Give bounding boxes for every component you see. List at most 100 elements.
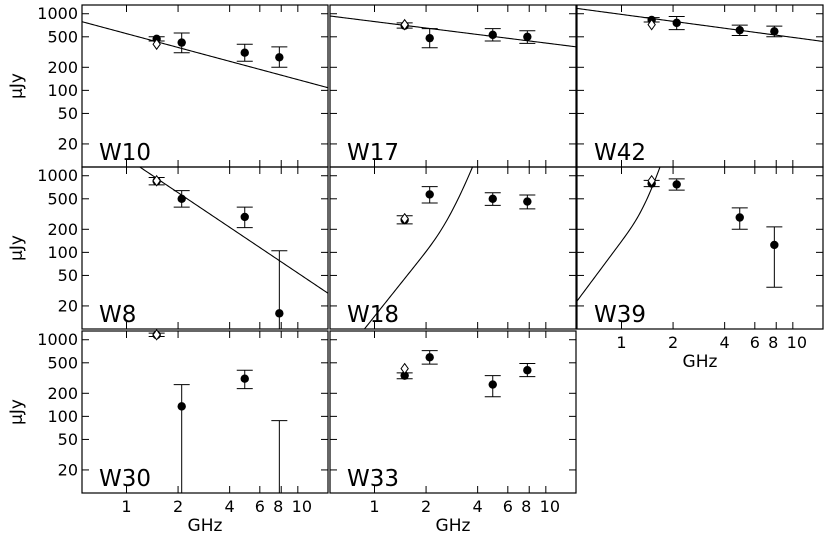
data-point [425,353,434,362]
open-data-point [152,174,161,187]
data-point [240,48,249,57]
fit-curve [138,167,328,294]
data-point [735,213,744,222]
x-tick-label: 2 [173,497,183,516]
open-data-point [400,212,409,225]
data-point [770,240,779,250]
data-point [523,197,532,206]
data-point [275,53,284,62]
error-bar [766,226,783,288]
panel-w18: W18 [329,166,577,330]
data-point [672,180,681,189]
panel-label: W17 [347,140,399,166]
y-tick-label: 500 [47,189,78,208]
x-tick-label: 4 [473,497,483,516]
x-tick-label: 6 [503,497,513,516]
panel-w10: W10 20 50 100 200 500 1000 µJy [7,4,329,168]
fit-curve [330,15,576,48]
data-point [425,33,434,43]
data-point [177,402,186,411]
panel-label: W10 [99,140,151,166]
x-axis-label: GHz [683,352,718,372]
data-point [275,309,284,318]
open-data-point [647,18,656,31]
data-point [770,27,779,36]
x-tick-label: 2 [668,333,678,352]
panel-frame [576,166,824,330]
x-tick-label: 1 [369,497,379,516]
error-bar [271,420,288,493]
x-tick-label: 6 [255,497,265,516]
open-data-point [152,38,161,51]
y-tick-label: 1000 [37,330,78,349]
panel-w17: W17 [329,4,577,168]
y-tick-label: 50 [58,104,78,123]
open-data-point [647,174,656,187]
x-tick-label: 1 [616,333,626,352]
panel-frame [81,166,329,330]
data-point [240,212,249,222]
data-point [523,366,532,375]
data-point [672,18,681,28]
panel-w39: W39 1 2 4 6 8 10 GHz [576,166,824,372]
data-point [488,194,497,204]
data-point [523,32,532,42]
y-axis-label: µJy [7,73,27,99]
x-axis-label: GHz [188,516,223,536]
open-data-point [400,362,409,375]
x-tick-label: 4 [225,497,235,516]
y-tick-label: 100 [47,243,78,262]
data-point [425,190,434,199]
open-data-point [152,328,161,341]
y-tick-label: 20 [58,134,78,153]
y-tick-label: 500 [47,353,78,372]
panel-label: W8 [99,302,136,328]
y-axis-label: µJy [7,235,27,261]
panel-w33: W33 1 2 4 6 8 10 GHz [329,330,577,536]
x-axis-label: GHz [436,516,471,536]
x-tick-label: 6 [750,333,760,352]
data-point [240,374,249,383]
y-tick-label: 200 [47,58,78,77]
y-tick-label: 100 [47,407,78,426]
panel-w42: W42 [576,4,824,168]
x-tick-label: 10 [292,497,312,516]
y-tick-label: 1000 [37,166,78,185]
panel-w8: W8 20 50 100 200 500 1000 µJy [7,166,329,330]
x-tick-label: 10 [540,497,560,516]
fit-curve [577,7,823,42]
fit-curve [577,167,661,302]
y-axis-label: µJy [7,399,27,425]
data-point [177,38,186,47]
y-tick-label: 50 [58,430,78,449]
y-tick-label: 200 [47,220,78,239]
panel-frame [329,330,577,494]
x-tick-label: 1 [121,497,131,516]
panel-label: W39 [594,302,646,328]
y-tick-label: 200 [47,384,78,403]
data-point [735,25,744,35]
panel-frame [81,330,329,494]
data-point [177,194,186,204]
y-tick-label: 100 [47,81,78,100]
panel-label: W30 [99,466,151,492]
error-bar [173,384,190,493]
fit-curve [363,167,474,329]
y-tick-label: 1000 [37,4,78,23]
x-tick-label: 8 [273,497,283,516]
fit-curve [82,21,328,89]
x-tick-label: 4 [720,333,730,352]
panel-w30: W30 20 50 100 200 500 1000 µJy 1 2 4 6 8 10 GHz [7,328,329,536]
data-point [488,380,497,389]
y-tick-label: 20 [58,460,78,479]
x-tick-label: 10 [787,333,807,352]
x-tick-label: 8 [768,333,778,352]
y-tick-label: 500 [47,27,78,46]
panel-label: W18 [347,302,399,328]
data-point [488,30,497,40]
panel-label: W42 [594,140,646,166]
x-tick-label: 2 [421,497,431,516]
x-tick-label: 8 [521,497,531,516]
panel-label: W33 [347,466,399,492]
